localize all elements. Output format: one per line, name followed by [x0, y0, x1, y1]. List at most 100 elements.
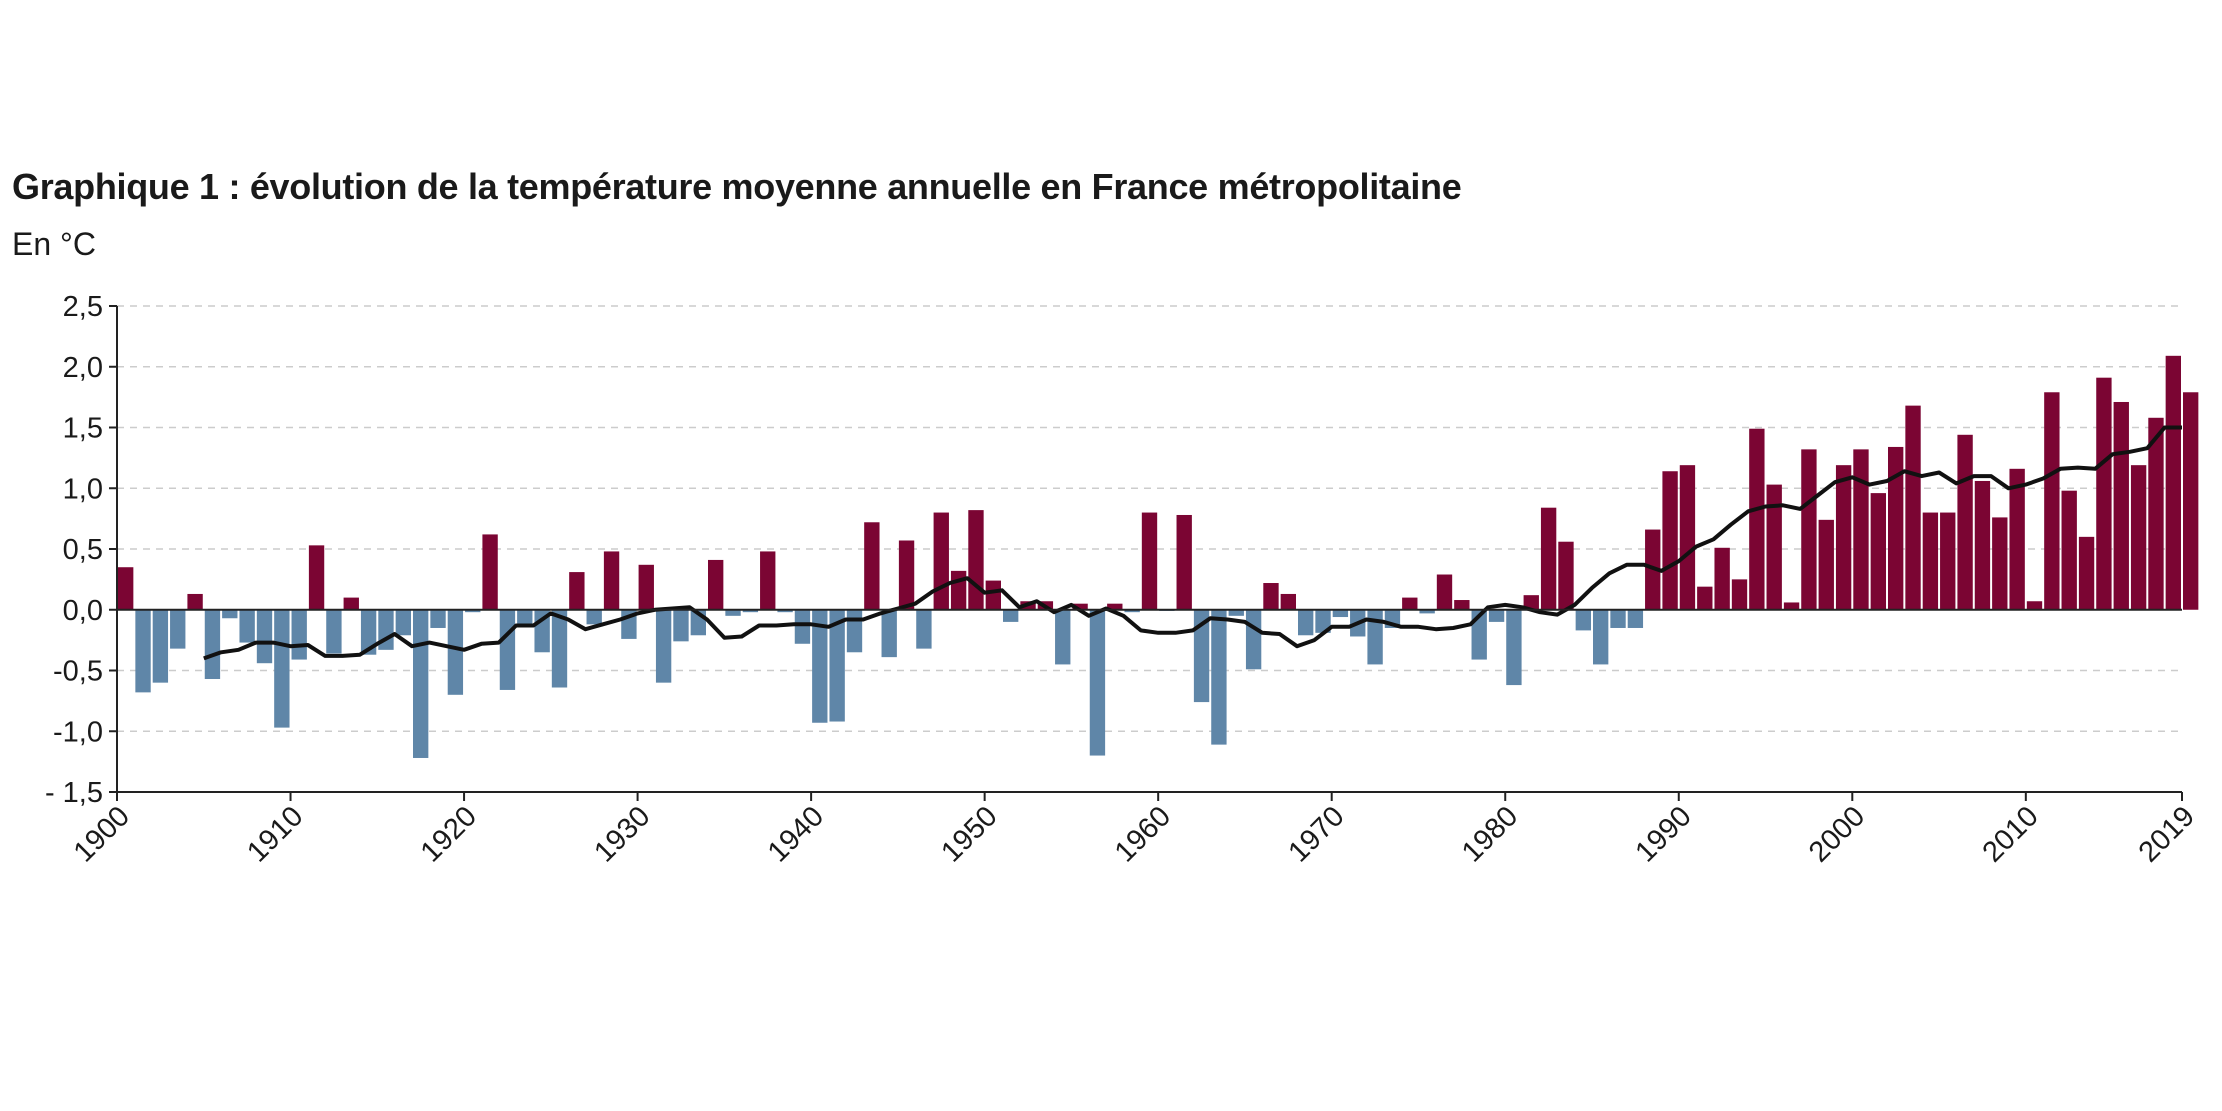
x-tick-label: 1910: [241, 800, 309, 868]
bar-1995: [1766, 484, 1782, 610]
bars: [118, 355, 2199, 758]
bar-1923: [517, 609, 533, 627]
y-tick-label: 0,0: [63, 595, 103, 627]
bar-2009: [2009, 468, 2025, 610]
x-tick-label: 2010: [1977, 800, 2045, 868]
bar-1921: [482, 534, 498, 610]
bar-1906: [222, 609, 238, 619]
bar-1945: [898, 540, 915, 610]
smoothed-line-layer: [203, 425, 2182, 661]
bar-1996: [1783, 602, 1800, 610]
bar-1964: [1228, 609, 1244, 616]
bar-1956: [1089, 609, 1106, 756]
bar-1925: [551, 609, 568, 688]
bar-2013: [2078, 536, 2095, 610]
x-tick-label: 1990: [1629, 800, 1697, 868]
bar-1980: [1506, 609, 1522, 686]
bar-1943: [864, 522, 880, 610]
bar-2005: [1940, 512, 1956, 610]
bar-1918: [430, 609, 446, 628]
smoothed-line: [203, 425, 2182, 661]
bar-1991: [1697, 586, 1713, 610]
bar-1920: [465, 609, 481, 613]
bar-1983: [1558, 541, 1574, 610]
bar-1999: [1835, 465, 1852, 610]
bar-1979: [1488, 609, 1505, 622]
bar-2007: [1974, 480, 1991, 610]
bar-2000: [1853, 449, 1869, 610]
bar-2018: [2165, 355, 2181, 610]
bar-1969: [1315, 609, 1331, 633]
bar-1911: [308, 545, 325, 610]
bar-1908: [256, 609, 273, 664]
bar-1909: [274, 609, 290, 728]
bar-2008: [1992, 517, 2008, 610]
bar-1984: [1575, 609, 1591, 631]
bar-1931: [655, 609, 672, 683]
y-tick-label: - 1,5: [45, 777, 103, 809]
y-tick-label: 0,5: [63, 534, 103, 566]
x-tick-label: 1980: [1456, 800, 1524, 868]
bar-1922: [499, 609, 516, 690]
bar-1947: [933, 512, 949, 610]
bar-1989: [1662, 471, 1678, 610]
bar-1910: [291, 609, 307, 660]
chart-title: Graphique 1 : évolution de la températur…: [12, 166, 1462, 207]
bar-1970: [1332, 609, 1349, 618]
bar-1986: [1610, 609, 1626, 628]
y-tick-label: 1,0: [63, 473, 103, 505]
bar-2017: [2148, 417, 2164, 610]
bar-1940: [812, 609, 828, 723]
x-tick-labels: 1900 1910 1920 1930 1940 1950 1960 1970 1980 1990…: [68, 800, 2201, 868]
bar-2006: [1957, 434, 1973, 610]
bar-1944: [881, 609, 897, 658]
bar-1981: [1523, 595, 1539, 610]
bar-1959: [1141, 512, 1158, 610]
bar-2002: [1888, 446, 1904, 610]
bar-1939: [794, 609, 811, 644]
bar-1993: [1731, 579, 1748, 610]
bar-1975: [1419, 609, 1435, 614]
x-tick-label: 2000: [1803, 800, 1871, 868]
bar-1941: [829, 609, 845, 722]
bar-1900: [118, 567, 134, 610]
bar-1985: [1593, 609, 1609, 665]
bar-2011: [2044, 392, 2060, 610]
bar-1987: [1627, 609, 1644, 628]
bar-1913: [343, 597, 359, 610]
y-tick-label: -0,5: [53, 656, 103, 688]
bar-2003: [1905, 405, 1921, 610]
axes: [109, 305, 2183, 801]
bar-2019: [2183, 392, 2199, 610]
bar-2010: [2026, 601, 2043, 610]
bar-2004: [1922, 512, 1939, 610]
bar-1955: [1072, 603, 1088, 610]
x-tick-label: 1930: [588, 800, 656, 868]
bar-1904: [187, 593, 203, 610]
bar-1903: [170, 609, 186, 649]
bar-1917: [413, 609, 429, 758]
bar-1950: [985, 580, 1001, 610]
x-tick-label: 1960: [1109, 800, 1177, 868]
x-tick-label: 1970: [1282, 800, 1350, 868]
x-tick-label: 1950: [935, 800, 1003, 868]
bar-2014: [2096, 377, 2112, 610]
y-tick-label: 1,5: [63, 413, 103, 445]
y-tick-labels: 2,5 2,0 1,5 1,0 0,5 0,0 -0,5 -1,0 - 1,5: [45, 291, 103, 809]
bar-1905: [204, 609, 221, 680]
bar-1951: [1003, 609, 1019, 622]
bar-1962: [1193, 609, 1210, 703]
bar-1968: [1298, 609, 1314, 636]
bar-1982: [1540, 507, 1557, 610]
bar-1965: [1245, 609, 1262, 670]
bar-2001: [1870, 493, 1886, 610]
bar-1963: [1211, 609, 1227, 745]
y-tick-label: 2,0: [63, 352, 103, 384]
bar-1937: [760, 551, 776, 610]
bar-1938: [777, 609, 793, 613]
bar-1976: [1436, 574, 1453, 610]
bar-2016: [2130, 465, 2147, 610]
bar-1946: [916, 609, 932, 649]
bar-1928: [603, 551, 620, 610]
